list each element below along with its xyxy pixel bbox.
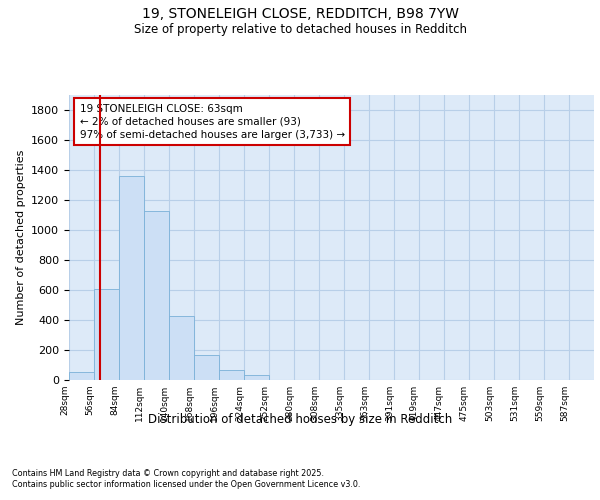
Text: Contains HM Land Registry data © Crown copyright and database right 2025.: Contains HM Land Registry data © Crown c… xyxy=(12,468,324,477)
Y-axis label: Number of detached properties: Number of detached properties xyxy=(16,150,26,325)
Text: 19, STONELEIGH CLOSE, REDDITCH, B98 7YW: 19, STONELEIGH CLOSE, REDDITCH, B98 7YW xyxy=(142,8,458,22)
Bar xyxy=(119,176,144,380)
Text: Distribution of detached houses by size in Redditch: Distribution of detached houses by size … xyxy=(148,412,452,426)
Bar xyxy=(144,210,169,380)
Bar xyxy=(169,316,194,380)
Text: Contains public sector information licensed under the Open Government Licence v3: Contains public sector information licen… xyxy=(12,480,361,489)
Bar xyxy=(244,375,269,380)
Bar xyxy=(194,354,219,380)
Bar xyxy=(69,372,94,380)
Bar xyxy=(94,288,119,380)
Text: 19 STONELEIGH CLOSE: 63sqm
← 2% of detached houses are smaller (93)
97% of semi-: 19 STONELEIGH CLOSE: 63sqm ← 2% of detac… xyxy=(79,104,344,140)
Text: Size of property relative to detached houses in Redditch: Size of property relative to detached ho… xyxy=(133,22,467,36)
Bar xyxy=(219,370,244,380)
